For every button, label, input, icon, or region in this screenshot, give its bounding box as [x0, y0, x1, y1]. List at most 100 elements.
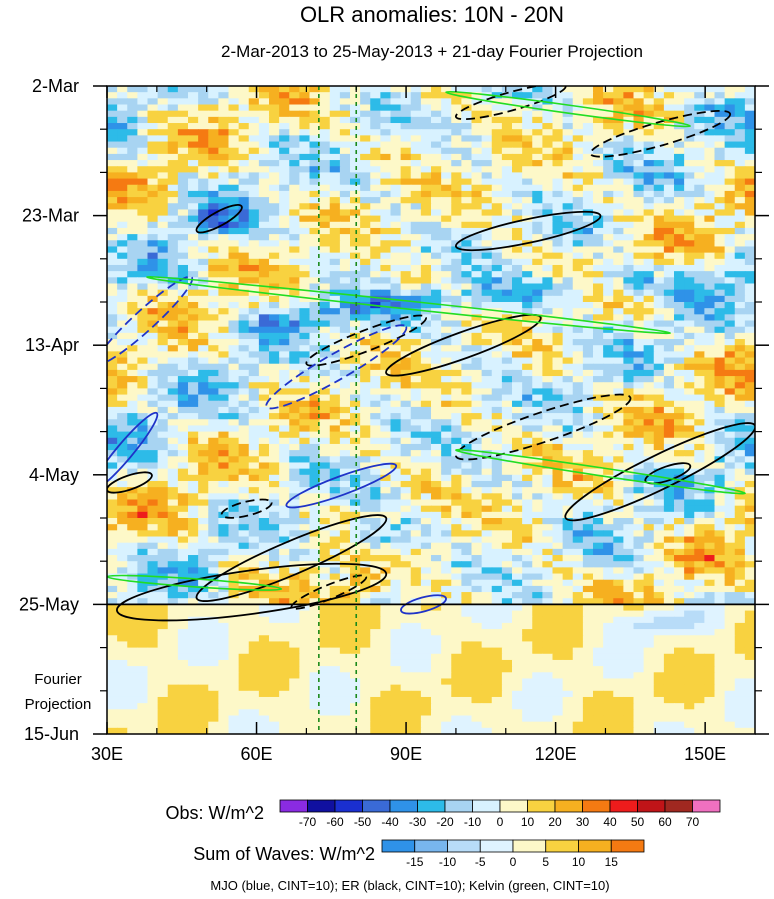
olr-cell [694, 462, 705, 470]
olr-cell [279, 339, 290, 346]
olr-cell [512, 98, 523, 106]
olr-cell [704, 197, 716, 204]
olr-cell [572, 499, 584, 507]
olr-cell [218, 314, 230, 322]
olr-cell [299, 382, 311, 389]
olr-cell [319, 363, 331, 371]
olr-cell [704, 425, 716, 433]
olr-cell [137, 530, 149, 538]
olr-cell [309, 197, 321, 204]
olr-cell [694, 511, 705, 519]
olr-cell [501, 468, 513, 476]
olr-cell [279, 382, 290, 389]
olr-cell [684, 406, 695, 414]
olr-cell [157, 234, 169, 241]
olr-cell [562, 376, 574, 383]
olr-cell [744, 499, 755, 507]
olr-cell [582, 302, 594, 309]
olr-cell [309, 536, 321, 544]
olr-cell [218, 283, 230, 291]
olr-cell [522, 221, 533, 229]
olr-cell [117, 221, 128, 229]
olr-cell [177, 462, 189, 470]
olr-cell [157, 240, 169, 248]
olr-cell [117, 92, 128, 99]
olr-cell [724, 431, 736, 439]
olr-cell [107, 86, 118, 93]
olr-cell [198, 474, 209, 482]
olr-cell [188, 493, 199, 501]
olr-cell [441, 289, 452, 297]
olr-cell [258, 209, 270, 217]
olr-cell [623, 246, 635, 254]
olr-cell [188, 518, 199, 525]
olr-cell [441, 505, 452, 513]
olr-cell [339, 406, 351, 414]
olr-cell [674, 400, 685, 408]
olr-cell [441, 209, 452, 217]
olr-cell [360, 468, 371, 476]
olr-cell [451, 555, 462, 562]
olr-cell [248, 468, 260, 476]
olr-cell [299, 357, 311, 365]
olr-cell [623, 172, 635, 180]
olr-cell [471, 339, 483, 346]
olr-cell [552, 511, 564, 519]
olr-cell [643, 110, 655, 118]
olr-cell [410, 215, 422, 223]
olr-cell [714, 246, 726, 254]
olr-cell [248, 413, 260, 420]
olr-cell [238, 141, 250, 149]
olr-cell [248, 141, 260, 149]
olr-cell [663, 123, 675, 130]
olr-cell [603, 234, 614, 241]
olr-cell [198, 178, 209, 186]
olr-cell [127, 394, 138, 402]
olr-cell [734, 413, 746, 420]
olr-cell [724, 382, 736, 389]
olr-cell [329, 425, 341, 433]
olr-cell [714, 295, 726, 303]
olr-cell [451, 277, 462, 285]
olr-cell [674, 98, 685, 106]
olr-cell [188, 104, 199, 112]
olr-cell [269, 326, 280, 334]
olr-cell [279, 271, 290, 278]
olr-cell [137, 129, 149, 136]
olr-cell [400, 246, 412, 254]
olr-cell [562, 499, 574, 507]
olr-cell [694, 499, 705, 507]
olr-cell [279, 468, 290, 476]
olr-cell [279, 197, 290, 204]
olr-cell [410, 511, 422, 519]
olr-cell [137, 456, 149, 464]
olr-cell [117, 308, 128, 315]
olr-cell [441, 129, 452, 136]
olr-cell [582, 345, 594, 352]
olr-cell [491, 388, 503, 396]
olr-cell [289, 141, 300, 149]
olr-cell [451, 443, 462, 451]
olr-cell [501, 98, 513, 106]
olr-cell [471, 400, 483, 408]
olr-cell [481, 450, 493, 457]
olr-cell [258, 166, 270, 173]
olr-cell [572, 456, 584, 464]
olr-cell [228, 443, 240, 451]
olr-cell [582, 431, 594, 439]
olr-cell [471, 302, 483, 309]
olr-cell [653, 474, 665, 482]
olr-cell [188, 184, 199, 192]
olr-cell [481, 295, 493, 303]
olr-cell [431, 271, 442, 278]
olr-cell [279, 129, 290, 136]
olr-cell [704, 505, 716, 513]
olr-cell [481, 511, 493, 519]
olr-cell [603, 277, 614, 285]
olr-cell [319, 357, 331, 365]
olr-cell [724, 234, 736, 241]
olr-cell [400, 431, 412, 439]
olr-cell [127, 129, 138, 136]
olr-cell [360, 302, 371, 309]
olr-cell [380, 542, 392, 550]
